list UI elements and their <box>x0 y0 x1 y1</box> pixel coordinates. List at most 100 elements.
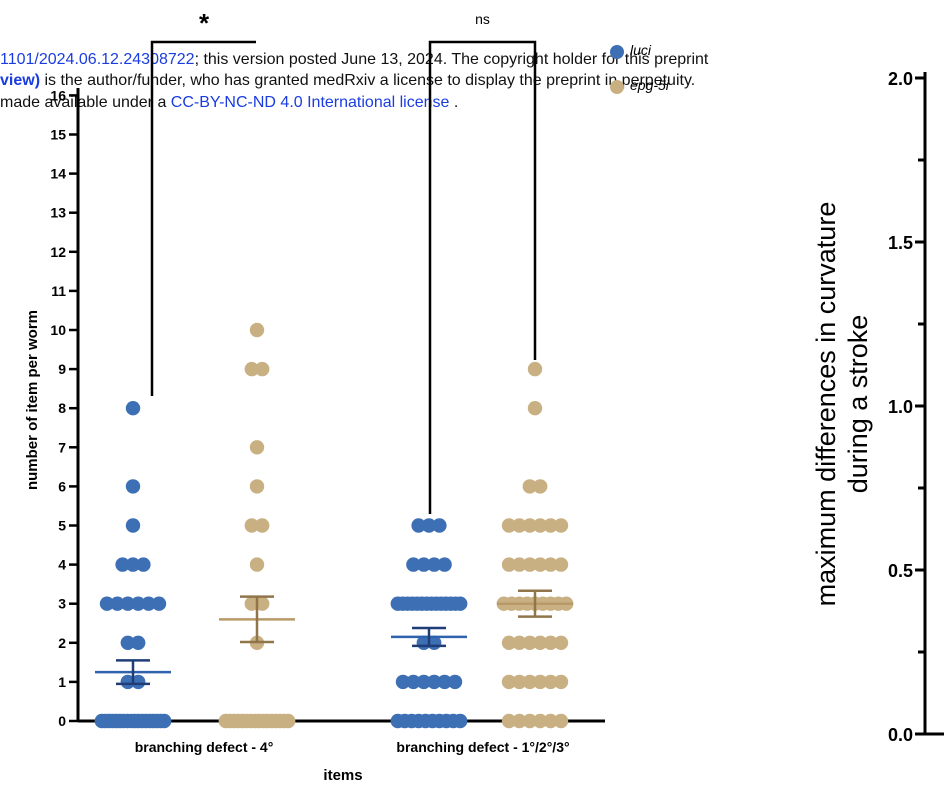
y-tick-label-3: 3 <box>58 596 66 612</box>
right-y-tick-label-0.5: 0.5 <box>888 561 913 581</box>
data-point-luci-g0-v5-0 <box>125 518 141 533</box>
review-link[interactable]: view) <box>0 72 40 89</box>
watermark-line-1-text: ; this version posted June 13, 2024. The… <box>195 51 709 68</box>
significance-label-1: ns <box>475 11 490 27</box>
watermark-line-3-text-b: . <box>449 94 458 111</box>
data-point-luci-g0-v4-2 <box>136 557 151 572</box>
data-point-epg-5i-g1-v1-5 <box>553 674 569 690</box>
data-point-epg-5i-g1-v0-4 <box>543 713 558 729</box>
significance-label-0: * <box>199 8 210 38</box>
data-point-epg-5i-g1-v1-1 <box>512 674 527 690</box>
x-category-label-1: branching defect - 1°/2°/3° <box>396 739 569 755</box>
data-point-epg-5i-g1-v4-1 <box>512 557 527 572</box>
doi-link[interactable]: 1101/2024.06.12.24308722 <box>0 51 195 68</box>
data-point-epg-5i-g1-v5-5 <box>553 518 569 533</box>
data-point-luci-g0-v6-0 <box>125 479 141 494</box>
data-point-luci-g1-v0-9 <box>453 713 468 729</box>
data-point-epg-5i-g0-v5-1 <box>255 518 270 533</box>
right-y-tick-label-1.5: 1.5 <box>888 233 913 253</box>
license-link[interactable]: CC-BY-NC-ND 4.0 International license <box>171 94 450 111</box>
data-point-epg-5i-g1-v4-3 <box>533 557 548 572</box>
data-point-luci-g0-v4-0 <box>115 557 130 572</box>
data-point-luci-g1-v1-3 <box>427 674 442 690</box>
significance-bracket-1 <box>428 40 537 514</box>
data-point-luci-g0-v3-2 <box>120 596 135 611</box>
y-tick-label-9: 9 <box>58 361 66 377</box>
legend-marker-luci <box>610 45 624 59</box>
data-point-epg-5i-g0-v4-0 <box>249 557 265 572</box>
data-point-luci-g1-v3-13 <box>453 596 468 611</box>
watermark-line-3: made available under a CC-BY-NC-ND 4.0 I… <box>0 94 458 111</box>
data-point-epg-5i-g1-v1-2 <box>522 674 537 690</box>
y-tick-label-11: 11 <box>51 283 66 299</box>
data-point-luci-g1-v1-2 <box>416 674 431 690</box>
data-point-epg-5i-g1-v1-0 <box>501 674 517 690</box>
data-point-luci-g1-v5-1 <box>421 518 437 533</box>
data-point-epg-5i-g0-v3-1 <box>255 596 270 611</box>
y-tick-label-1: 1 <box>58 674 66 690</box>
right-y-title-line-1: maximum differences in curvature <box>811 202 841 607</box>
y-tick-label-15: 15 <box>50 127 66 143</box>
data-point-epg-5i-g0-v9-0 <box>244 361 259 377</box>
data-point-luci-g0-v3-0 <box>99 596 115 611</box>
data-point-epg-5i-g1-v4-2 <box>522 557 537 572</box>
y-tick-label-7: 7 <box>58 439 66 455</box>
data-point-luci-g1-v4-3 <box>437 557 452 572</box>
data-point-luci-g0-v1-1 <box>131 674 146 690</box>
legend: luci epg-5i <box>610 42 670 94</box>
data-point-epg-5i-g1-v2-2 <box>522 635 537 650</box>
right-y-tick-label-0.0: 0.0 <box>888 725 913 745</box>
data-point-epg-5i-g1-v0-5 <box>553 713 569 729</box>
data-point-luci-g1-v4-1 <box>416 557 431 572</box>
watermark-line-2-text: is the author/funder, who has granted me… <box>40 72 695 89</box>
data-point-epg-5i-g1-v9-0 <box>527 361 543 377</box>
data-point-epg-5i-g1-v5-4 <box>543 518 558 533</box>
data-point-epg-5i-g1-v6-1 <box>533 479 548 494</box>
data-point-epg-5i-g0-v0-15 <box>281 713 296 729</box>
data-point-epg-5i-g1-v0-3 <box>533 713 548 729</box>
right-y-tick-label-2.0: 2.0 <box>888 69 913 89</box>
data-point-luci-g0-v1-0 <box>120 674 135 690</box>
legend-marker-epg5i <box>610 80 624 94</box>
y-tick-label-4: 4 <box>58 557 66 573</box>
data-point-epg-5i-g0-v10-0 <box>249 322 265 338</box>
legend-label-epg5i: epg-5i <box>630 77 670 93</box>
data-point-epg-5i-g0-v7-0 <box>249 440 265 455</box>
y-tick-label-12: 12 <box>50 244 66 260</box>
data-point-luci-g1-v5-0 <box>411 518 426 533</box>
y-tick-label-6: 6 <box>58 478 66 494</box>
data-point-epg-5i-g1-v2-3 <box>533 635 548 650</box>
data-point-luci-g1-v4-2 <box>427 557 442 572</box>
y-axis-title: number of item per worm <box>24 310 41 490</box>
data-point-luci-g0-v3-5 <box>151 596 167 611</box>
data-point-epg-5i-g1-v0-1 <box>512 713 527 729</box>
y-tick-label-8: 8 <box>58 400 66 416</box>
y-tick-label-5: 5 <box>58 518 66 534</box>
y-tick-label-0: 0 <box>58 713 66 729</box>
data-point-epg-5i-g1-v2-5 <box>553 635 569 650</box>
right-plot: 0.0 0.5 1.0 1.5 2.0 maximum differences in c… <box>811 69 944 745</box>
watermark-line-1: 1101/2024.06.12.24308722; this version p… <box>0 51 709 68</box>
data-point-luci-g1-v1-1 <box>406 674 421 690</box>
data-point-epg-5i-g1-v1-4 <box>543 674 558 690</box>
data-point-luci-g1-v1-4 <box>437 674 452 690</box>
right-y-tick-label-1.0: 1.0 <box>888 397 913 417</box>
significance-bracket-0 <box>150 40 256 396</box>
data-point-epg-5i-g1-v5-0 <box>501 518 517 533</box>
data-point-epg-5i-g1-v6-0 <box>522 479 537 494</box>
data-point-luci-g0-v8-0 <box>125 401 141 416</box>
data-point-epg-5i-g0-v5-0 <box>244 518 259 533</box>
watermark-line-2: view) is the author/funder, who has gran… <box>0 72 695 89</box>
data-point-luci-g0-v0-17 <box>157 713 172 729</box>
data-point-epg-5i-g0-v9-1 <box>255 361 270 377</box>
x-category-label-0: branching defect - 4° <box>135 739 274 755</box>
y-tick-label-13: 13 <box>50 205 66 221</box>
data-point-epg-5i-g1-v4-5 <box>553 557 569 572</box>
watermark-line-3-text-a: made available under a <box>0 94 171 111</box>
data-point-luci-g0-v2-1 <box>131 635 146 650</box>
data-point-luci-g0-v3-3 <box>131 596 146 611</box>
y-tick-label-14: 14 <box>50 166 66 182</box>
data-point-luci-g1-v1-5 <box>447 674 463 690</box>
